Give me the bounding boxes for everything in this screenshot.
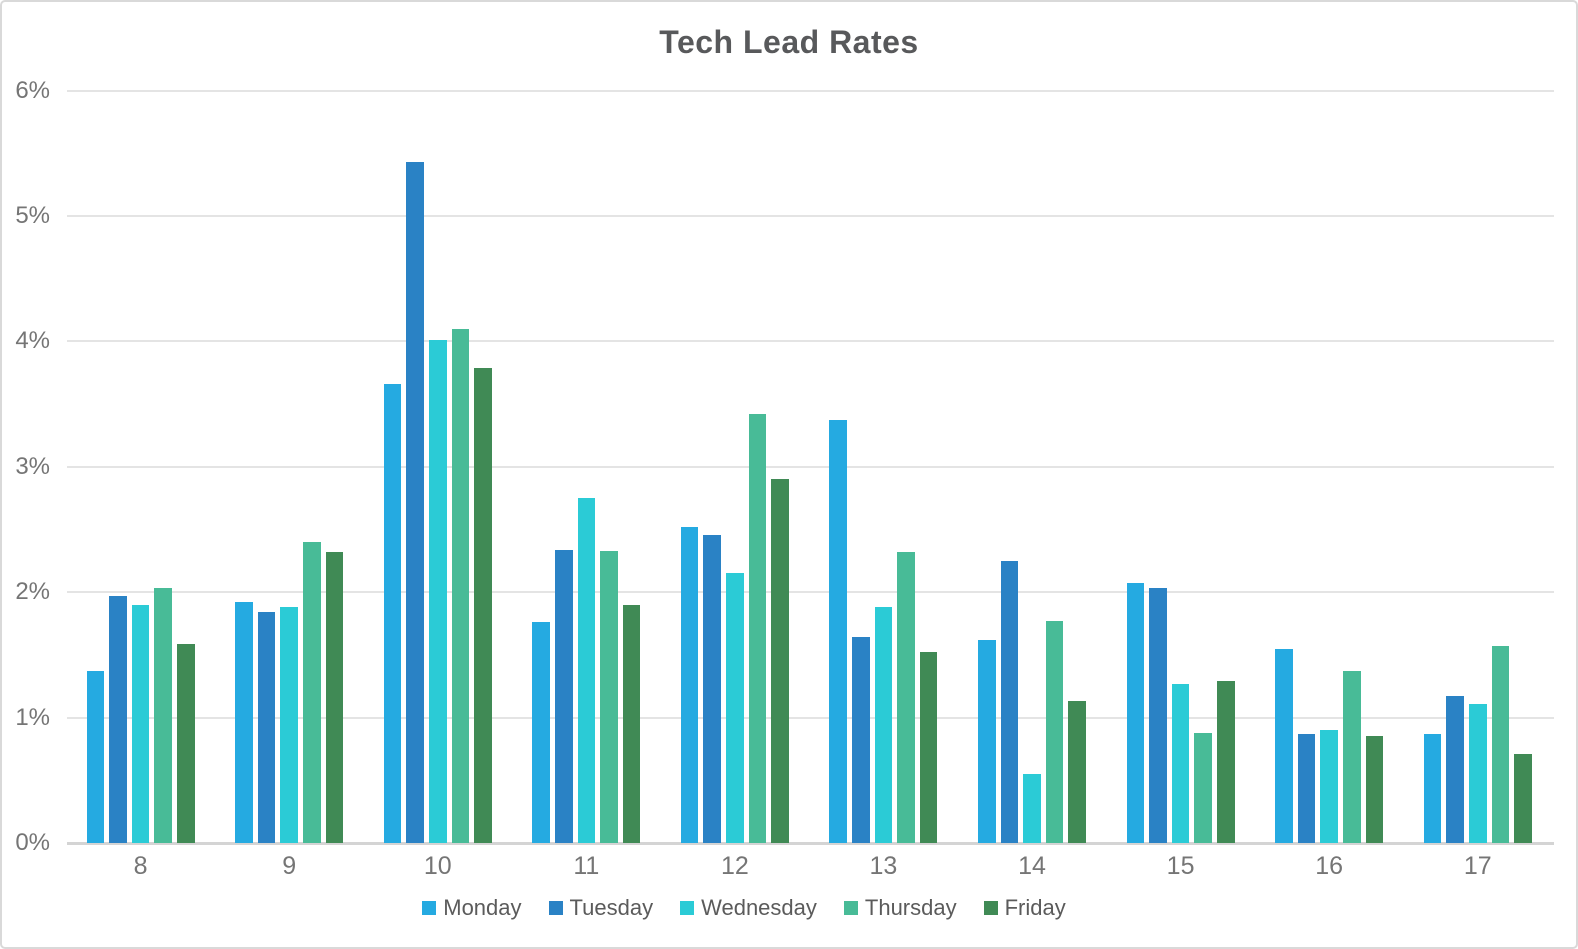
bar-wednesday-15 xyxy=(1171,683,1190,843)
y-tick-label: 2% xyxy=(15,578,50,606)
bar-friday-16 xyxy=(1365,736,1384,843)
bar-thursday-13 xyxy=(897,552,915,843)
legend-item-friday: Friday xyxy=(983,895,1066,921)
bar-tuesday-17 xyxy=(1446,696,1464,843)
x-tick-label: 10 xyxy=(423,852,452,880)
legend-label: Wednesday xyxy=(701,895,817,920)
bar-thursday-8 xyxy=(154,588,172,843)
x-tick-label: 17 xyxy=(1463,852,1492,880)
gridline xyxy=(67,89,1554,92)
bar-wednesday-11 xyxy=(577,498,596,843)
gridline xyxy=(67,591,1554,594)
bar-tuesday-13 xyxy=(852,637,870,843)
x-tick-label: 16 xyxy=(1315,852,1344,880)
bar-friday-13 xyxy=(919,652,938,843)
y-tick-label: 1% xyxy=(15,703,50,731)
gridline xyxy=(67,465,1554,468)
y-tick-label: 4% xyxy=(15,327,50,355)
bar-wednesday-8 xyxy=(131,604,150,843)
x-tick-label: 11 xyxy=(573,852,600,880)
bar-tuesday-14 xyxy=(1000,560,1019,843)
legend-label: Tuesday xyxy=(569,895,654,920)
bar-monday-11 xyxy=(532,622,550,843)
legend-item-tuesday: Tuesday xyxy=(548,895,654,921)
x-tick-label: 12 xyxy=(720,852,749,880)
chart-title: Tech Lead Rates xyxy=(659,24,919,60)
bar-friday-12 xyxy=(771,479,789,843)
bar-monday-10 xyxy=(383,384,402,843)
y-tick-label: 5% xyxy=(15,202,50,229)
bar-thursday-15 xyxy=(1194,732,1212,843)
bar-tuesday-15 xyxy=(1149,588,1167,843)
x-tick-label: 15 xyxy=(1166,852,1195,880)
bar-friday-11 xyxy=(622,604,641,843)
x-tick-label: 13 xyxy=(869,852,898,880)
bar-friday-15 xyxy=(1216,681,1235,843)
bar-monday-17 xyxy=(1423,733,1442,843)
bar-friday-10 xyxy=(474,367,492,843)
bar-friday-14 xyxy=(1068,701,1086,843)
bar-wednesday-13 xyxy=(874,607,893,843)
bar-monday-16 xyxy=(1275,648,1293,843)
bar-tuesday-10 xyxy=(406,162,424,843)
gridline xyxy=(67,215,1554,217)
legend-swatch-icon xyxy=(422,901,437,915)
y-tick-label: 6% xyxy=(15,76,50,104)
legend-item-wednesday: Wednesday xyxy=(680,895,817,921)
legend-label: Friday xyxy=(1004,895,1066,920)
bar-monday-14 xyxy=(978,639,996,843)
legend-label: Monday xyxy=(443,895,522,920)
bar-tuesday-16 xyxy=(1297,733,1316,843)
legend-item-thursday: Thursday xyxy=(843,895,957,921)
bar-thursday-14 xyxy=(1045,621,1064,843)
x-tick-label: 14 xyxy=(1018,852,1046,880)
bar-friday-8 xyxy=(177,643,195,843)
bar-thursday-17 xyxy=(1491,646,1510,843)
bar-wednesday-12 xyxy=(726,573,744,843)
bar-monday-9 xyxy=(235,602,253,843)
bar-thursday-9 xyxy=(302,542,321,843)
bar-monday-8 xyxy=(86,671,105,843)
bar-wednesday-9 xyxy=(280,607,298,843)
bar-wednesday-17 xyxy=(1468,703,1487,843)
bar-thursday-10 xyxy=(451,328,470,843)
x-tick-label: 8 xyxy=(133,852,148,880)
legend-swatch-icon xyxy=(843,901,858,915)
bar-tuesday-9 xyxy=(257,612,276,843)
legend: Monday Tuesday Wednesday Thursday Friday xyxy=(2,895,1531,921)
bar-monday-15 xyxy=(1126,583,1145,843)
legend-item-monday: Monday xyxy=(422,895,522,921)
gridline xyxy=(67,716,1554,719)
legend-swatch-icon xyxy=(680,901,695,915)
legend-label: Thursday xyxy=(864,895,957,920)
bar-monday-13 xyxy=(829,420,848,843)
bar-tuesday-12 xyxy=(703,534,722,843)
bar-thursday-12 xyxy=(748,414,767,843)
gridline xyxy=(67,340,1554,343)
bar-friday-17 xyxy=(1514,753,1532,843)
bar-thursday-11 xyxy=(600,550,618,843)
bar-friday-9 xyxy=(325,552,344,843)
legend-swatch-icon xyxy=(983,901,998,915)
y-tick-label: 0% xyxy=(15,829,50,856)
bar-wednesday-10 xyxy=(428,340,447,843)
bar-monday-12 xyxy=(680,526,699,843)
bar-tuesday-11 xyxy=(554,549,573,843)
legend-swatch-icon xyxy=(548,901,563,915)
bar-wednesday-16 xyxy=(1320,730,1338,843)
x-axis-line xyxy=(67,842,1554,845)
bar-thursday-16 xyxy=(1342,671,1361,843)
bar-tuesday-8 xyxy=(109,595,127,843)
x-tick-label: 9 xyxy=(282,852,297,880)
bar-wednesday-14 xyxy=(1023,774,1041,843)
y-tick-label: 3% xyxy=(15,452,50,480)
